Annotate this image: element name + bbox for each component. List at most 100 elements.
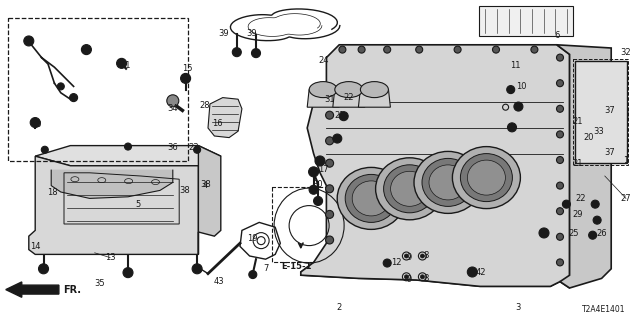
Text: 21: 21: [334, 111, 344, 120]
Text: 12: 12: [392, 258, 402, 267]
Circle shape: [454, 46, 461, 53]
Polygon shape: [333, 90, 365, 107]
Circle shape: [309, 185, 318, 194]
Circle shape: [167, 95, 179, 107]
Ellipse shape: [352, 181, 390, 216]
Polygon shape: [301, 45, 570, 288]
Text: 31: 31: [324, 95, 335, 104]
Text: 36: 36: [168, 143, 178, 152]
Circle shape: [404, 254, 408, 258]
Bar: [8, 18, 188, 161]
Circle shape: [557, 80, 563, 87]
Circle shape: [507, 86, 515, 94]
Ellipse shape: [422, 158, 474, 206]
Text: 3: 3: [516, 303, 521, 312]
Text: 9: 9: [407, 253, 412, 262]
Circle shape: [557, 105, 563, 112]
Text: 19: 19: [248, 234, 258, 243]
Circle shape: [557, 156, 563, 164]
FancyArrow shape: [6, 282, 59, 297]
Polygon shape: [307, 90, 339, 107]
Ellipse shape: [390, 171, 429, 206]
Circle shape: [557, 259, 563, 266]
Text: 35: 35: [94, 279, 104, 288]
Polygon shape: [35, 146, 221, 166]
Text: 16: 16: [212, 119, 223, 128]
Text: 27: 27: [621, 194, 631, 203]
Circle shape: [557, 233, 563, 240]
Text: 10: 10: [516, 82, 527, 91]
Text: 17: 17: [318, 165, 328, 174]
Ellipse shape: [337, 167, 405, 229]
Text: 11: 11: [510, 61, 520, 70]
Text: T2A4E1401: T2A4E1401: [582, 305, 626, 314]
Ellipse shape: [467, 160, 506, 195]
Bar: [575, 61, 627, 163]
Circle shape: [192, 264, 202, 274]
Circle shape: [326, 137, 333, 145]
Text: 22: 22: [344, 93, 354, 102]
Text: 33: 33: [593, 127, 604, 136]
Circle shape: [42, 146, 48, 153]
Text: 32: 32: [621, 48, 631, 57]
Circle shape: [194, 146, 200, 153]
Ellipse shape: [452, 147, 520, 209]
Circle shape: [326, 111, 333, 119]
Text: 8: 8: [423, 252, 428, 260]
Text: 21: 21: [572, 159, 582, 168]
Text: 6: 6: [554, 31, 559, 40]
Polygon shape: [51, 170, 173, 198]
Circle shape: [326, 236, 333, 244]
Circle shape: [232, 48, 241, 57]
Text: 22: 22: [576, 194, 586, 203]
Text: 28: 28: [200, 101, 210, 110]
Polygon shape: [358, 90, 390, 107]
Circle shape: [539, 228, 549, 238]
Circle shape: [493, 46, 499, 53]
Text: 39: 39: [219, 29, 229, 38]
Text: 23: 23: [189, 143, 199, 152]
Circle shape: [326, 185, 333, 193]
Circle shape: [563, 200, 570, 208]
Text: 4: 4: [202, 181, 207, 190]
Circle shape: [252, 49, 260, 58]
Text: 43: 43: [214, 277, 224, 286]
Text: 5: 5: [135, 200, 140, 209]
Polygon shape: [208, 98, 242, 138]
Circle shape: [30, 117, 40, 128]
Ellipse shape: [345, 174, 397, 222]
Ellipse shape: [429, 165, 467, 200]
Text: 37: 37: [604, 106, 614, 115]
Text: 38: 38: [200, 180, 211, 188]
Circle shape: [123, 268, 133, 278]
Text: 30: 30: [313, 180, 323, 188]
Circle shape: [339, 112, 348, 121]
Text: 18: 18: [47, 188, 58, 196]
Text: 38: 38: [179, 186, 189, 195]
Circle shape: [308, 167, 319, 177]
Circle shape: [531, 46, 538, 53]
Ellipse shape: [575, 66, 628, 161]
Ellipse shape: [593, 98, 611, 130]
Ellipse shape: [309, 82, 337, 98]
Circle shape: [557, 208, 563, 215]
Circle shape: [508, 123, 516, 132]
Circle shape: [326, 211, 333, 219]
Text: 7: 7: [263, 264, 268, 273]
Text: 26: 26: [596, 229, 607, 238]
Circle shape: [125, 143, 131, 150]
Circle shape: [384, 46, 390, 53]
Ellipse shape: [335, 82, 363, 98]
Circle shape: [249, 271, 257, 278]
Ellipse shape: [460, 154, 513, 202]
Ellipse shape: [383, 165, 436, 213]
Text: 41: 41: [121, 61, 131, 70]
Text: 24: 24: [318, 56, 328, 65]
Circle shape: [557, 131, 563, 138]
Polygon shape: [557, 45, 611, 288]
Circle shape: [315, 156, 325, 166]
Text: 21: 21: [572, 117, 582, 126]
Ellipse shape: [414, 151, 482, 213]
Text: 1: 1: [623, 156, 628, 164]
Text: 39: 39: [246, 29, 257, 38]
